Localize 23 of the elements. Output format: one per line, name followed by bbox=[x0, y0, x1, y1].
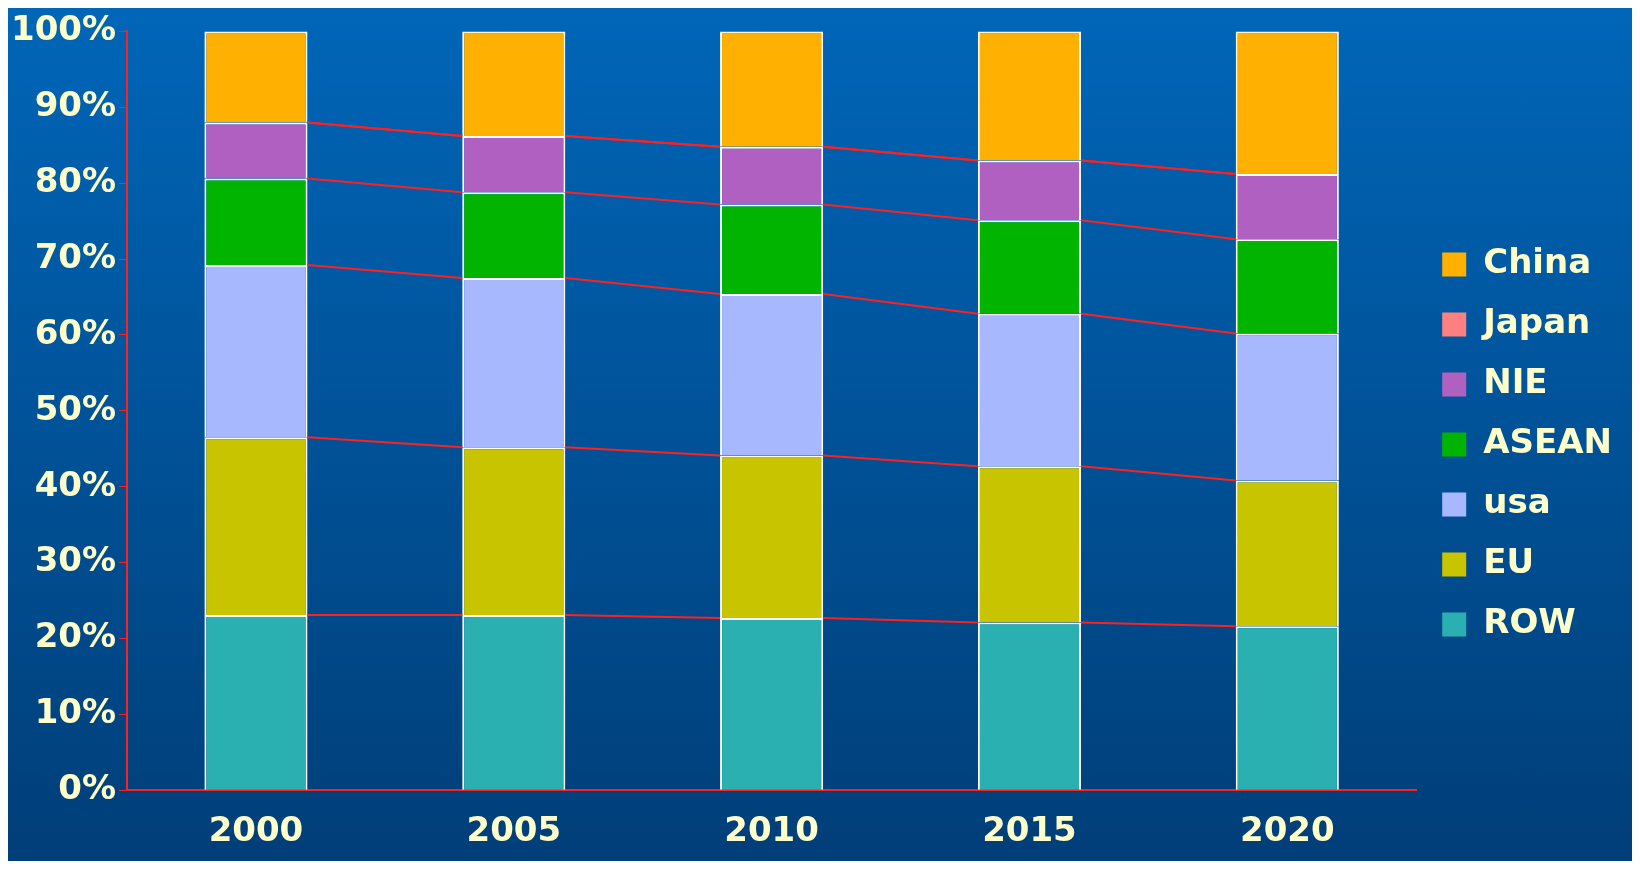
y-tick-label: 40% bbox=[34, 463, 117, 504]
legend-label: EU bbox=[1483, 541, 1535, 582]
y-tick-label: 20% bbox=[34, 615, 117, 656]
y-tick-label: 0% bbox=[58, 767, 117, 808]
x-tick-label: 2005 bbox=[466, 809, 562, 850]
y-tick-label: 60% bbox=[34, 311, 117, 352]
x-tick-label: 2015 bbox=[982, 809, 1077, 850]
y-tick-label: 100% bbox=[10, 8, 117, 49]
x-tick-label: 2020 bbox=[1239, 809, 1335, 850]
y-tick-label: 70% bbox=[34, 235, 117, 276]
legend-label: Japan bbox=[1481, 301, 1591, 342]
legend-label: usa bbox=[1483, 481, 1551, 522]
y-tick-label: 30% bbox=[34, 539, 117, 580]
legend-label: NIE bbox=[1483, 361, 1548, 402]
legend-label: ROW bbox=[1483, 601, 1576, 642]
y-tick-label: 10% bbox=[34, 691, 117, 732]
legend-label: ASEAN bbox=[1483, 421, 1612, 462]
y-tick-label: 80% bbox=[34, 159, 117, 200]
x-tick-label: 2010 bbox=[724, 809, 819, 850]
legend-label: China bbox=[1483, 241, 1592, 282]
x-tick-label: 2000 bbox=[208, 809, 304, 850]
y-tick-label: 50% bbox=[34, 387, 117, 428]
y-tick-label: 90% bbox=[34, 84, 117, 125]
